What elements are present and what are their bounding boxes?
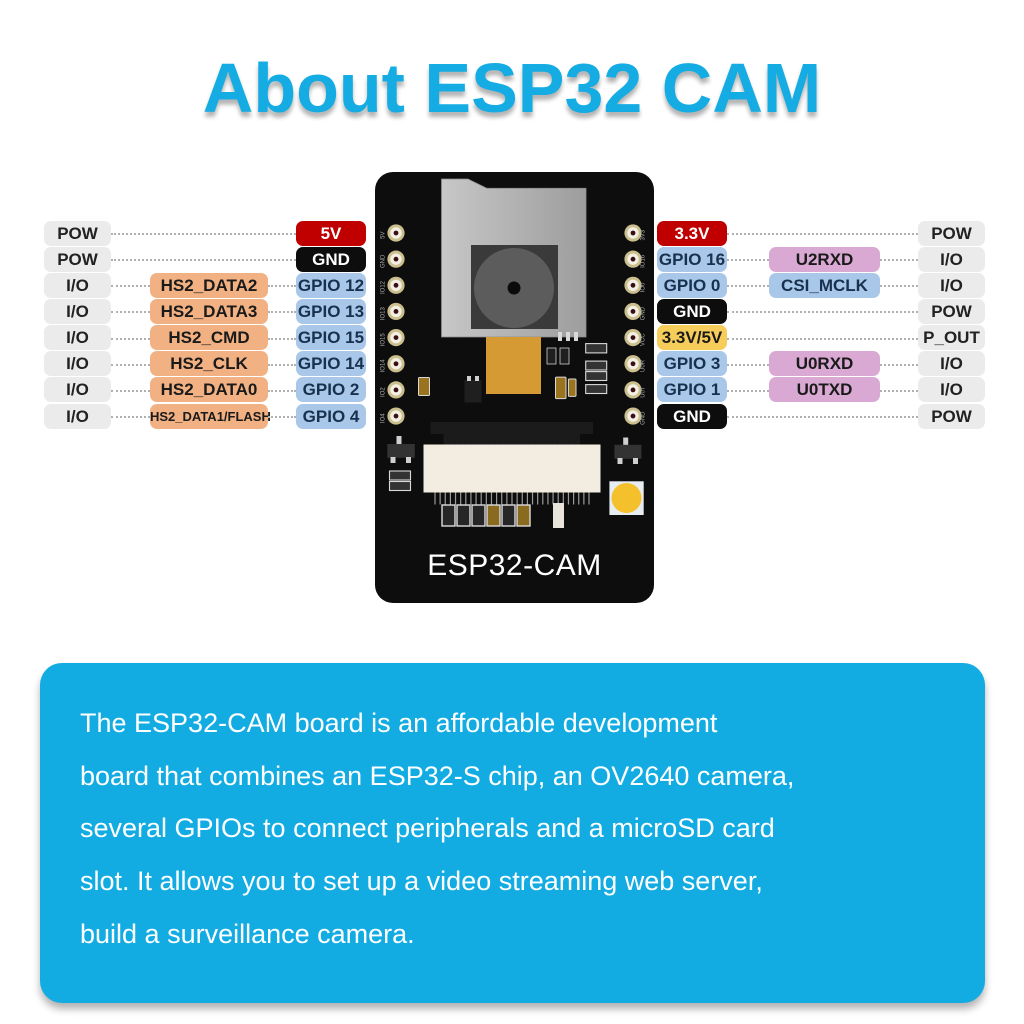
svg-text:IO13: IO13: [381, 306, 387, 320]
svg-text:3V3: 3V3: [641, 229, 647, 240]
svg-text:IO2: IO2: [381, 387, 387, 397]
svg-text:ESP32-CAM: ESP32-CAM: [427, 549, 602, 582]
svg-text:IO12: IO12: [381, 280, 387, 294]
svg-text:GND: GND: [641, 306, 647, 320]
svg-text:IO0: IO0: [641, 282, 647, 292]
svg-text:IO4: IO4: [381, 413, 387, 423]
svg-text:IO16: IO16: [641, 254, 647, 268]
svg-text:IO14: IO14: [381, 359, 387, 373]
svg-text:VCC: VCC: [641, 333, 647, 346]
svg-text:5V: 5V: [381, 232, 387, 239]
svg-text:U0R: U0R: [641, 359, 647, 372]
svg-text:IO15: IO15: [381, 333, 387, 347]
svg-text:GND: GND: [641, 411, 647, 425]
svg-text:U0T: U0T: [641, 386, 647, 398]
svg-text:GND: GND: [381, 254, 387, 268]
